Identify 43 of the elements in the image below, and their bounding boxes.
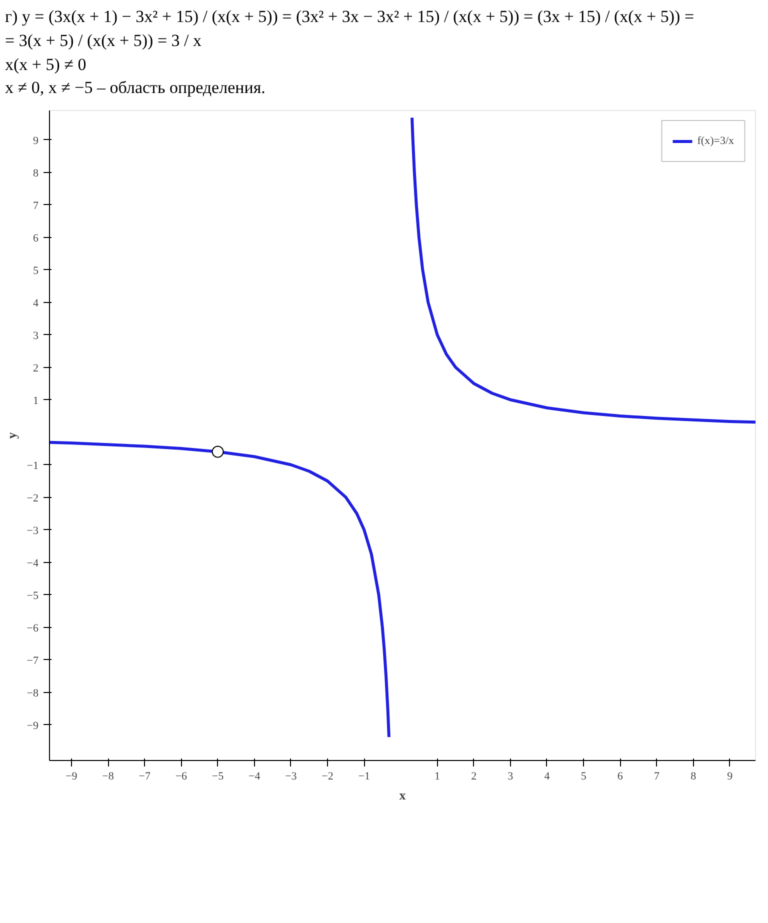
x-tick-label: −7 <box>138 770 151 783</box>
y-tick-label: −2 <box>26 492 39 504</box>
x-tick-label: 7 <box>654 770 660 783</box>
text: г) y = (3x(x + 1) − 3x² + 15) / (x(x + 5)) = (3x² + 3x − 3x² + 15) / (x(x + 5)) = (3x + 15) / (x(x + 5)) = <box>5 7 694 26</box>
x-tick-label: −5 <box>212 770 224 783</box>
x-tick-label: 3 <box>508 770 514 783</box>
y-tick-label: −1 <box>26 460 39 472</box>
y-tick-label: 6 <box>33 232 39 244</box>
y-axis-title: y <box>4 432 19 439</box>
legend-label: f(x)=3/x <box>697 135 734 148</box>
y-tick-label: 3 <box>33 330 39 342</box>
x-tick-label: −3 <box>285 770 298 783</box>
y-tick-label: −5 <box>26 590 39 602</box>
x-tick-label: 8 <box>690 770 697 783</box>
x-tick-label: −8 <box>102 770 114 783</box>
y-tick-label: 1 <box>33 394 38 407</box>
y-tick-label: −7 <box>26 654 39 667</box>
y-tick-label: −6 <box>26 622 39 634</box>
x-tick-label: −4 <box>248 770 261 783</box>
y-tick-label: −8 <box>26 687 39 700</box>
x-tick-label: −9 <box>66 770 78 783</box>
y-tick-label: −9 <box>26 720 39 732</box>
x-tick-label: −1 <box>358 770 370 783</box>
text: x(x + 5) ≠ 0 <box>5 54 86 74</box>
y-tick-label: −4 <box>26 557 39 570</box>
x-tick-label: 1 <box>434 770 440 783</box>
y-tick-label: 7 <box>33 200 39 212</box>
y-tick-label: 4 <box>33 297 39 310</box>
x-tick-label: −2 <box>322 770 334 783</box>
y-tick-label: −3 <box>26 524 39 537</box>
y-tick-label: 8 <box>33 167 39 180</box>
y-tick-label: 5 <box>33 264 39 277</box>
y-tick-label: 9 <box>33 134 39 147</box>
x-tick-label: 4 <box>544 770 550 783</box>
x-axis-title: x <box>399 788 406 803</box>
text: x ≠ 0, x ≠ −5 – область определения. <box>5 78 266 98</box>
x-tick-label: 9 <box>727 770 734 783</box>
x-tick-label: 2 <box>471 770 477 783</box>
x-tick-label: −6 <box>175 770 188 783</box>
text: = 3(x + 5) / (x(x + 5)) = 3 / x <box>5 30 202 50</box>
x-tick-label: 5 <box>580 770 587 783</box>
x-tick-label: 6 <box>617 770 624 783</box>
y-tick-label: 2 <box>33 362 38 374</box>
